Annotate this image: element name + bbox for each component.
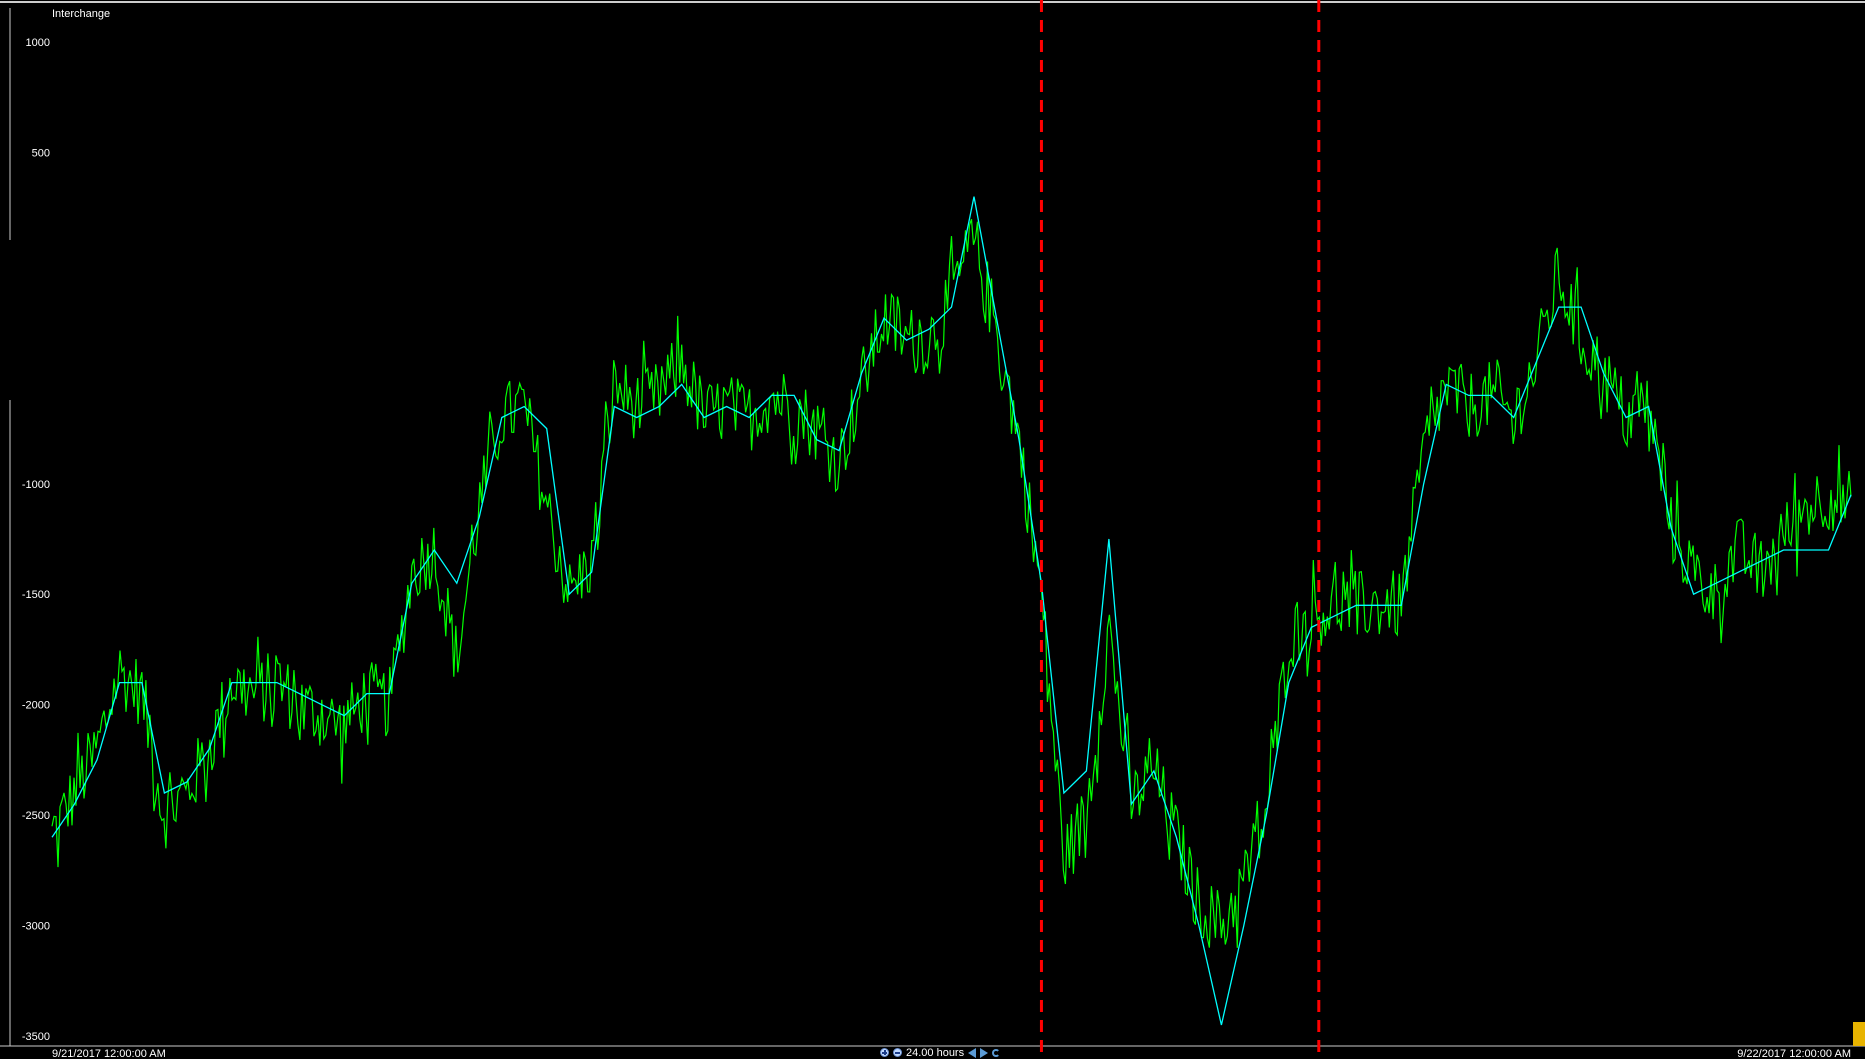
series-layer: [51, 196, 1852, 1026]
pan-right-icon[interactable]: [980, 1047, 989, 1058]
zoom-in-icon[interactable]: [880, 1048, 889, 1057]
chart-title: Interchange: [52, 8, 110, 20]
zoom-out-icon[interactable]: [893, 1048, 902, 1057]
y-tick-label: -2000: [22, 700, 50, 712]
refresh-icon[interactable]: [992, 1048, 1001, 1057]
y-tick-label: -3500: [22, 1031, 50, 1043]
time-range-toolbar: 24.00 hours: [880, 1046, 1001, 1059]
y-tick-labels: 1000 500 -1000 -1500 -2000 -2500 -3000 -3500: [22, 37, 50, 1043]
time-range-label: 24.00 hours: [906, 1046, 965, 1059]
y-tick-label: -1500: [22, 589, 50, 601]
series-line-smoothed: [51, 196, 1852, 1026]
x-start-label: 9/21/2017 12:00:00 AM: [52, 1048, 166, 1059]
y-tick-label: 500: [32, 147, 50, 159]
y-tick-label: -1000: [22, 479, 50, 491]
marker-layer: [1039, 0, 1321, 1059]
y-tick-label: -2500: [22, 810, 50, 822]
y-tick-label: 1000: [26, 37, 50, 49]
corner-marker: [1853, 1022, 1865, 1046]
x-end-label: 9/22/2017 12:00:00 AM: [1737, 1048, 1851, 1059]
y-tick-label: -3000: [22, 921, 50, 933]
pan-left-icon[interactable]: [968, 1047, 977, 1058]
